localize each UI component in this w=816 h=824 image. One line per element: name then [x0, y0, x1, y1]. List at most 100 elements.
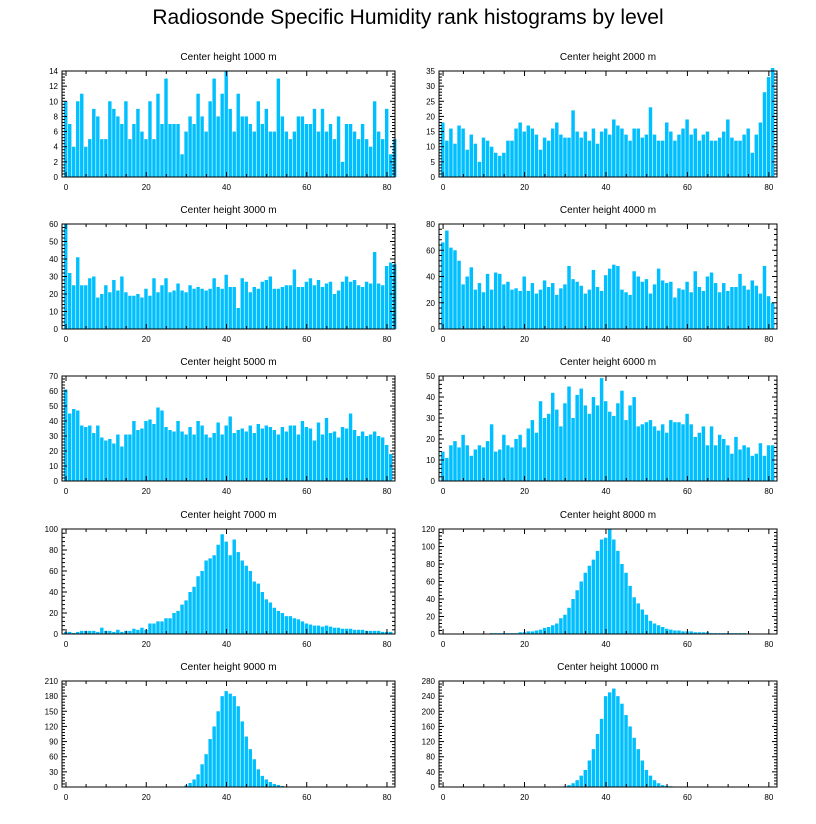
histogram-bar [208, 288, 212, 329]
histogram-bar [124, 101, 128, 177]
histogram-bar [144, 139, 148, 177]
y-tick-label: 80 [49, 546, 58, 555]
histogram-bar [272, 783, 277, 787]
y-tick-label: 20 [49, 447, 58, 456]
histogram-bar [260, 775, 265, 787]
x-tick-label: 20 [520, 335, 529, 344]
x-tick-label: 0 [64, 640, 69, 649]
histogram-bar [603, 401, 608, 481]
y-tick-label: 0 [431, 630, 436, 639]
histogram-bar [192, 434, 196, 481]
histogram-bar [348, 628, 353, 634]
histogram-bar [550, 128, 555, 177]
histogram-bar [156, 93, 160, 177]
histogram-bar [300, 116, 305, 177]
x-tick-label: 0 [441, 793, 446, 802]
histogram-bar [380, 139, 385, 177]
x-tick-label: 60 [683, 183, 692, 192]
histogram-bar [628, 405, 632, 481]
histogram-bar [583, 769, 588, 787]
histogram-bar [256, 583, 260, 634]
histogram-bar [328, 626, 333, 634]
histogram-bar [336, 290, 341, 329]
histogram-bar [88, 139, 92, 177]
histogram-bar [96, 116, 100, 177]
histogram-bar [352, 131, 357, 177]
histogram-bar [510, 289, 514, 330]
histogram-bar [172, 124, 176, 177]
histogram-bar [268, 781, 273, 787]
panel-frame [438, 680, 778, 788]
histogram-bar [164, 278, 168, 329]
histogram-bar [742, 134, 746, 177]
histogram-bar [449, 445, 453, 481]
histogram-bar [72, 409, 76, 481]
panel-title: Center height 4000 m [560, 205, 656, 216]
histogram-bar [308, 624, 313, 634]
panel-frame [61, 70, 396, 178]
histogram-bar [555, 122, 559, 177]
histogram-bar [722, 283, 726, 329]
histogram-bar [176, 124, 180, 177]
y-tick-label: 40 [49, 255, 58, 264]
histogram-bar [669, 131, 673, 177]
histogram-bar [360, 629, 365, 634]
x-tick-label: 60 [302, 793, 311, 802]
histogram-bar [180, 604, 184, 634]
histogram-bar [550, 392, 555, 481]
histogram-bar [534, 134, 539, 177]
histogram-bar [244, 281, 248, 329]
histogram-bar [344, 428, 349, 481]
x-tick-label: 80 [383, 335, 392, 344]
histogram-bar [493, 272, 498, 329]
histogram-bar [473, 289, 478, 330]
x-tick-label: 40 [602, 793, 611, 802]
histogram-bar [603, 128, 608, 177]
histogram-bar [152, 139, 156, 177]
y-tick-label: 70 [49, 372, 58, 381]
histogram-bar [608, 134, 612, 177]
histogram-bar [612, 688, 616, 787]
histogram-bar [184, 434, 188, 481]
histogram-bar [248, 124, 252, 177]
histogram-bar [96, 631, 100, 634]
panel-title: Center height 10000 m [557, 662, 659, 673]
histogram-bar [644, 614, 649, 634]
x-tick-label: 0 [64, 487, 69, 496]
y-tick-label: 25 [426, 97, 435, 106]
histogram-bar [288, 425, 293, 481]
histogram-bar [208, 437, 212, 481]
histogram-bar [372, 101, 377, 177]
histogram-bar [116, 116, 120, 177]
histogram-bar [481, 137, 486, 177]
histogram-bar [312, 108, 317, 177]
x-tick-label: 80 [764, 487, 773, 496]
histogram-bar [693, 632, 697, 634]
y-tick-label: 120 [422, 525, 436, 534]
histogram-bar [542, 627, 547, 635]
histogram-bar [168, 618, 172, 634]
histogram-bar [228, 693, 232, 787]
histogram-bar [152, 623, 156, 634]
histogram-bar [485, 140, 490, 177]
histogram-bar [738, 273, 742, 330]
histogram-bar [441, 242, 445, 330]
panel-8: Center height 9000 m 0 30 60 90 120 150 180 210 0… [45, 662, 396, 802]
histogram-bar [308, 278, 313, 329]
y-tick-label: 0 [54, 630, 59, 639]
histogram-bar [280, 613, 285, 634]
histogram-bar [352, 629, 357, 634]
histogram-bar [734, 436, 738, 481]
histogram-bar [128, 139, 132, 177]
histogram-bar [188, 285, 192, 329]
histogram-bar [665, 283, 669, 329]
y-tick-label: 210 [45, 677, 59, 686]
histogram-bar [583, 572, 588, 634]
x-tick-label: 0 [441, 640, 446, 649]
histogram-bar [591, 128, 596, 177]
histogram-bar [726, 290, 730, 329]
histogram-bar [681, 424, 685, 481]
histogram-bar [276, 78, 281, 177]
histogram-bar [518, 290, 522, 329]
x-tick-label: 0 [64, 183, 69, 192]
